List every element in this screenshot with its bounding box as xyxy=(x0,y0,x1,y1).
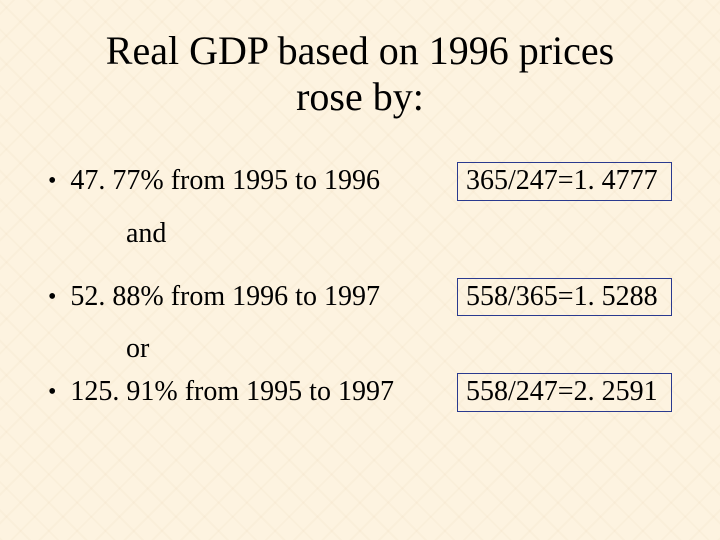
title-line-1: Real GDP based on 1996 prices xyxy=(106,28,614,73)
connector-and: and xyxy=(48,219,672,250)
slide-content: • 47. 77% from 1995 to 1996 365/247=1. 4… xyxy=(48,162,672,412)
bullet-text-2: 52. 88% from 1996 to 1997 xyxy=(70,282,380,313)
bullet-dot-icon: • xyxy=(48,379,56,405)
bullet-item-1: • 47. 77% from 1995 to 1996 xyxy=(48,166,380,197)
bullet-text-1: 47. 77% from 1995 to 1996 xyxy=(70,166,380,197)
title-line-2: rose by: xyxy=(296,74,424,119)
connector-or: or xyxy=(48,334,672,365)
bullet-dot-icon: • xyxy=(48,284,56,310)
bullet-item-2: • 52. 88% from 1996 to 1997 xyxy=(48,282,380,313)
bullet-item-3: • 125. 91% from 1995 to 1997 xyxy=(48,377,394,408)
bullet-text-3: 125. 91% from 1995 to 1997 xyxy=(70,377,394,408)
bullet-dot-icon: • xyxy=(48,168,56,194)
bullet-row-1: • 47. 77% from 1995 to 1996 365/247=1. 4… xyxy=(48,162,672,201)
slide-title: Real GDP based on 1996 prices rose by: xyxy=(48,28,672,120)
calc-box-2: 558/365=1. 5288 xyxy=(457,278,672,317)
bullet-row-3: • 125. 91% from 1995 to 1997 558/247=2. … xyxy=(48,373,672,412)
bullet-row-2: • 52. 88% from 1996 to 1997 558/365=1. 5… xyxy=(48,278,672,317)
calc-box-1: 365/247=1. 4777 xyxy=(457,162,672,201)
calc-box-3: 558/247=2. 2591 xyxy=(457,373,672,412)
